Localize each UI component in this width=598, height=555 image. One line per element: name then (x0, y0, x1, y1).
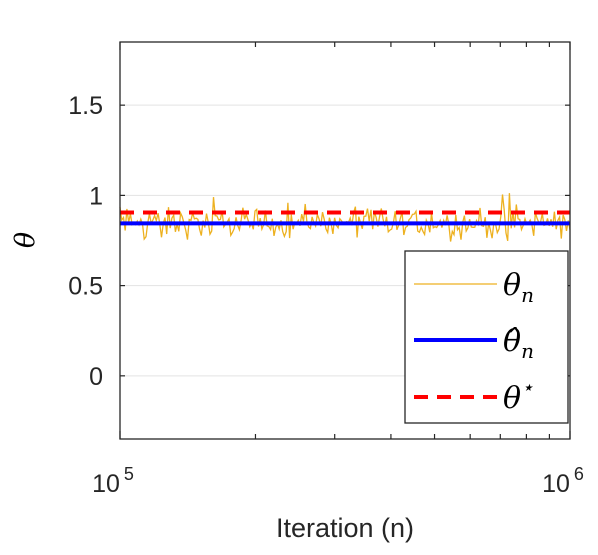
tick-labels: 0 0.5 1 1.5 10 5 10 6 (68, 92, 584, 498)
series-theta-n (119, 193, 571, 242)
y-tick-label: 1 (89, 182, 103, 210)
legend: θn θ̂n θ⋆ (404, 250, 569, 424)
x-axis-label: Iteration (n) (276, 513, 414, 543)
legend-label-theta-hat-n: θ̂n (503, 324, 534, 363)
axes-box (119, 41, 571, 440)
x-tick-label: 10 6 (542, 464, 584, 498)
legend-label-theta-star: θ⋆ (503, 375, 534, 416)
y-tick-label: 1.5 (68, 92, 103, 120)
x-tick-label: 10 5 (92, 464, 134, 498)
legend-label-theta-n: θn (503, 268, 534, 307)
y-axis-label: θ (10, 232, 41, 248)
legend-box (404, 250, 569, 424)
y-tick-label: 0 (89, 363, 103, 391)
tick-marks (119, 42, 571, 439)
y-tick-label: 0.5 (68, 273, 103, 301)
plot-area (119, 193, 571, 242)
